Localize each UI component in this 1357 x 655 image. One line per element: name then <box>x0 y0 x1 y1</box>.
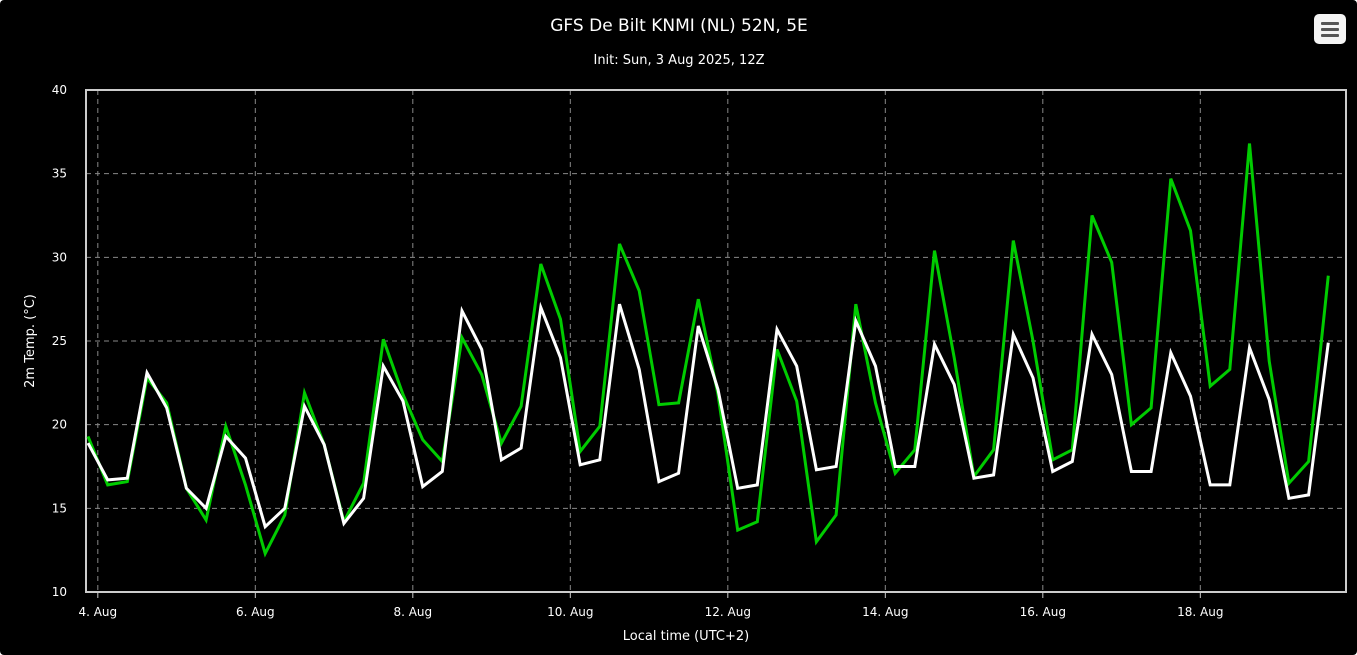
y-tick-label: 20 <box>52 418 67 432</box>
chart-title: GFS De Bilt KNMI (NL) 52N, 5E <box>550 16 808 36</box>
series-line-2 <box>86 301 1330 530</box>
y-axis-title: 2m Temp. (°C) <box>23 294 38 388</box>
y-tick-label: 40 <box>52 83 67 97</box>
chart-subtitle: Init: Sun, 3 Aug 2025, 12Z <box>593 53 764 68</box>
x-tick-label: 12. Aug <box>705 605 751 619</box>
y-tick-label: 10 <box>52 585 67 599</box>
x-tick-label: 10. Aug <box>547 605 593 619</box>
y-tick-label: 15 <box>52 501 67 515</box>
x-tick-label: 16. Aug <box>1020 605 1066 619</box>
y-tick-label: 35 <box>52 167 67 181</box>
x-axis-ticks: 4. Aug 6. Aug 8. Aug 10. Aug 12. Aug 14. Aug 1… <box>78 592 1223 619</box>
x-axis-title: Local time (UTC+2) <box>623 629 749 644</box>
x-tick-label: 8. Aug <box>393 605 432 619</box>
y-axis-ticks: 10 15 20 25 30 35 40 <box>52 83 67 599</box>
grid <box>86 90 1346 592</box>
plot-border <box>85 89 1347 593</box>
y-tick-label: 25 <box>52 334 67 348</box>
x-tick-label: 6. Aug <box>236 605 275 619</box>
x-tick-label: 4. Aug <box>78 605 117 619</box>
y-tick-label: 30 <box>52 250 67 264</box>
x-tick-label: 14. Aug <box>862 605 908 619</box>
chart-menu-button[interactable] <box>1314 14 1346 44</box>
x-tick-label: 18. Aug <box>1177 605 1223 619</box>
series-layer <box>86 143 1330 558</box>
